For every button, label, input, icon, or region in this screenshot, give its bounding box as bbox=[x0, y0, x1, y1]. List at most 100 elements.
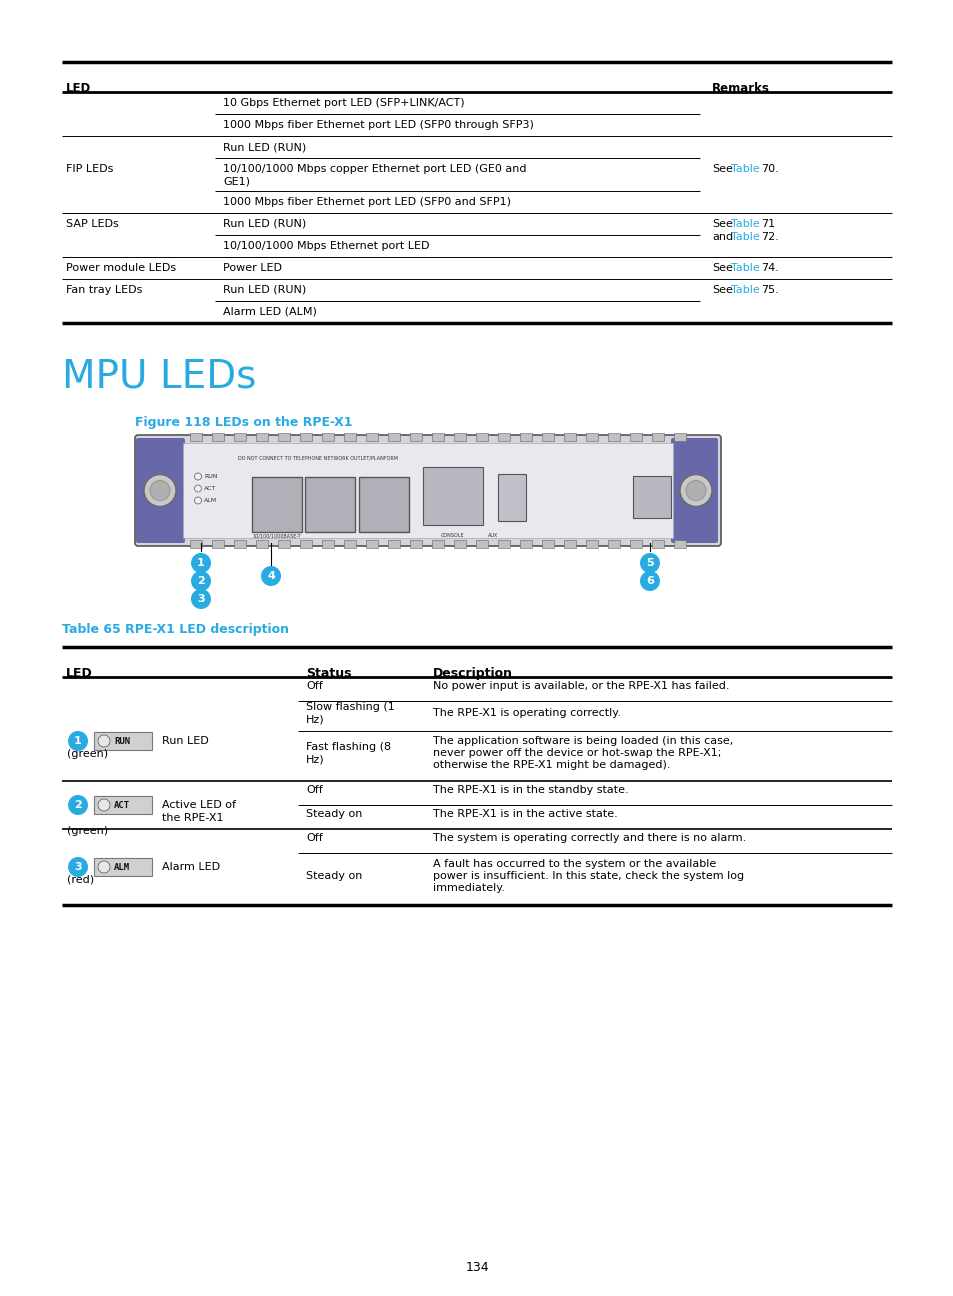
Bar bbox=[585, 433, 598, 441]
Circle shape bbox=[685, 481, 705, 500]
Text: 10/100/1000 Mbps copper Ethernet port LED (GE0 and
GE1): 10/100/1000 Mbps copper Ethernet port LE… bbox=[223, 165, 526, 187]
Text: 1000 Mbps fiber Ethernet port LED (SFP0 through SFP3): 1000 Mbps fiber Ethernet port LED (SFP0 … bbox=[223, 121, 534, 130]
Text: Table: Table bbox=[731, 219, 760, 229]
Circle shape bbox=[98, 735, 110, 746]
Text: ALM: ALM bbox=[113, 863, 130, 871]
Text: DO NOT CONNECT TO TELEPHONE NETWORK OUTLET/PLANFORM: DO NOT CONNECT TO TELEPHONE NETWORK OUTL… bbox=[237, 456, 397, 461]
Circle shape bbox=[639, 572, 659, 591]
Circle shape bbox=[150, 481, 170, 500]
Bar bbox=[233, 433, 246, 441]
Bar bbox=[497, 540, 510, 548]
Bar bbox=[344, 540, 355, 548]
Bar bbox=[410, 433, 421, 441]
Bar bbox=[585, 540, 598, 548]
Circle shape bbox=[191, 553, 211, 573]
Text: (green): (green) bbox=[67, 826, 108, 836]
Text: 74.: 74. bbox=[760, 263, 778, 273]
Bar bbox=[322, 540, 334, 548]
Circle shape bbox=[68, 857, 88, 877]
Bar bbox=[563, 433, 576, 441]
Text: 10/100/1000BASE-T: 10/100/1000BASE-T bbox=[253, 533, 301, 538]
Bar bbox=[432, 540, 443, 548]
Bar bbox=[633, 476, 670, 518]
Text: Alarm LED: Alarm LED bbox=[162, 862, 220, 872]
Text: No power input is available, or the RPE-X1 has failed.: No power input is available, or the RPE-… bbox=[433, 680, 729, 691]
Text: Figure 118 LEDs on the RPE-X1: Figure 118 LEDs on the RPE-X1 bbox=[135, 416, 352, 429]
Circle shape bbox=[261, 566, 281, 586]
Bar bbox=[673, 540, 685, 548]
Text: LED: LED bbox=[66, 82, 91, 95]
Text: CONSOLE: CONSOLE bbox=[440, 533, 464, 538]
Text: Active LED of: Active LED of bbox=[162, 800, 235, 810]
Bar bbox=[183, 443, 672, 538]
Text: Off: Off bbox=[306, 680, 322, 691]
Text: See: See bbox=[711, 285, 732, 295]
Bar bbox=[212, 433, 224, 441]
Bar bbox=[454, 540, 465, 548]
Text: Power module LEDs: Power module LEDs bbox=[66, 263, 176, 273]
Text: RUN: RUN bbox=[113, 736, 130, 745]
Text: The application software is being loaded (in this case,
never power off the devi: The application software is being loaded… bbox=[433, 736, 733, 770]
Bar bbox=[410, 540, 421, 548]
Text: 2: 2 bbox=[74, 800, 82, 810]
Text: 4: 4 bbox=[267, 572, 274, 581]
Text: Run LED (RUN): Run LED (RUN) bbox=[223, 143, 306, 152]
Bar bbox=[432, 433, 443, 441]
Text: 1: 1 bbox=[74, 736, 82, 746]
Circle shape bbox=[679, 474, 711, 507]
Text: 10 Gbps Ethernet port LED (SFP+LINK/ACT): 10 Gbps Ethernet port LED (SFP+LINK/ACT) bbox=[223, 98, 464, 108]
Text: A fault has occurred to the system or the available
power is insufficient. In th: A fault has occurred to the system or th… bbox=[433, 859, 743, 893]
Text: Power LED: Power LED bbox=[223, 263, 282, 273]
Text: ALM: ALM bbox=[204, 498, 217, 503]
Text: Run LED: Run LED bbox=[162, 736, 209, 746]
Text: Steady on: Steady on bbox=[306, 871, 362, 881]
Text: The RPE-X1 is in the standby state.: The RPE-X1 is in the standby state. bbox=[433, 785, 628, 794]
Text: LED: LED bbox=[66, 667, 92, 680]
Text: Remarks: Remarks bbox=[711, 82, 769, 95]
Bar bbox=[476, 433, 488, 441]
Bar bbox=[299, 433, 312, 441]
Bar bbox=[190, 433, 202, 441]
Bar bbox=[94, 732, 152, 750]
Bar bbox=[497, 474, 525, 521]
Bar bbox=[322, 433, 334, 441]
Text: 3: 3 bbox=[197, 594, 205, 604]
Bar bbox=[94, 796, 152, 814]
Bar bbox=[629, 433, 641, 441]
Text: Description: Description bbox=[433, 667, 513, 680]
Bar bbox=[366, 540, 377, 548]
Text: and: and bbox=[711, 232, 732, 242]
Bar bbox=[541, 433, 554, 441]
Text: 5: 5 bbox=[645, 559, 653, 568]
Bar bbox=[651, 540, 663, 548]
Bar bbox=[454, 433, 465, 441]
Circle shape bbox=[194, 473, 201, 480]
FancyBboxPatch shape bbox=[670, 438, 718, 543]
Text: 71: 71 bbox=[760, 219, 774, 229]
FancyBboxPatch shape bbox=[305, 477, 355, 531]
FancyBboxPatch shape bbox=[135, 435, 720, 546]
Circle shape bbox=[68, 794, 88, 815]
Bar bbox=[497, 433, 510, 441]
Text: Fan tray LEDs: Fan tray LEDs bbox=[66, 285, 142, 295]
Text: the RPE-X1: the RPE-X1 bbox=[162, 813, 223, 823]
Bar bbox=[233, 540, 246, 548]
Text: 1: 1 bbox=[197, 559, 205, 568]
Bar bbox=[277, 540, 290, 548]
Text: 134: 134 bbox=[465, 1261, 488, 1274]
Text: See: See bbox=[711, 219, 732, 229]
Text: 1000 Mbps fiber Ethernet port LED (SFP0 and SFP1): 1000 Mbps fiber Ethernet port LED (SFP0 … bbox=[223, 197, 511, 207]
Text: ACT: ACT bbox=[113, 801, 130, 810]
Text: Off: Off bbox=[306, 833, 322, 842]
Text: Table: Table bbox=[731, 285, 760, 295]
Bar bbox=[563, 540, 576, 548]
Text: See: See bbox=[711, 165, 732, 174]
Bar bbox=[299, 540, 312, 548]
Text: SAP LEDs: SAP LEDs bbox=[66, 219, 118, 229]
Text: Slow flashing (1
Hz): Slow flashing (1 Hz) bbox=[306, 702, 395, 724]
Text: Run LED (RUN): Run LED (RUN) bbox=[223, 219, 306, 229]
Text: (red): (red) bbox=[67, 875, 94, 885]
Bar bbox=[607, 433, 619, 441]
FancyBboxPatch shape bbox=[358, 477, 409, 531]
Text: 72.: 72. bbox=[760, 232, 778, 242]
